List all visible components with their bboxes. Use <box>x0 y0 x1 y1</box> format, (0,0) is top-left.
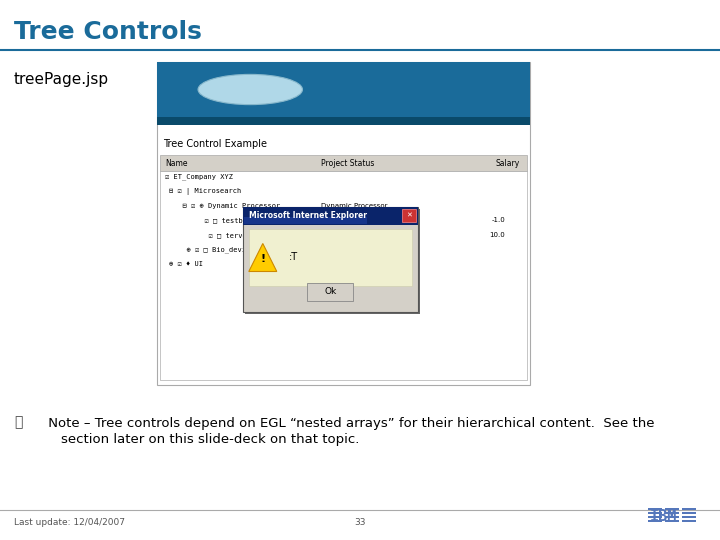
Bar <box>682 508 696 510</box>
FancyBboxPatch shape <box>307 283 354 301</box>
Bar <box>243 207 418 312</box>
Text: 33: 33 <box>354 518 366 527</box>
Bar <box>648 511 662 514</box>
Text: ⊕ ☑ □ Bio_devices: ⊕ ☑ □ Bio_devices <box>178 246 258 253</box>
Text: section later on this slide-deck on that topic.: section later on this slide-deck on that… <box>44 433 359 446</box>
Bar <box>160 155 527 171</box>
Bar <box>249 229 412 286</box>
Text: ☑ ET_Company XYZ: ☑ ET_Company XYZ <box>165 174 233 180</box>
Text: 10.0: 10.0 <box>490 232 505 238</box>
Text: Tree Control Example: Tree Control Example <box>163 139 267 149</box>
Text: Ok: Ok <box>324 287 336 296</box>
Text: ⊟ ☑ | Microsearch: ⊟ ☑ | Microsearch <box>169 188 241 195</box>
Bar <box>157 117 530 125</box>
Text: 👓: 👓 <box>14 415 22 429</box>
Bar <box>665 511 679 514</box>
Text: ☑ □ terveb1: ☑ □ terveb1 <box>183 232 256 238</box>
Ellipse shape <box>198 75 302 105</box>
Text: ⊟ ☑ ⊕ Dynamic Processor: ⊟ ☑ ⊕ Dynamic Processor <box>174 203 280 209</box>
Text: Note – Tree controls depend on EGL “nested arrays” for their hierarchical conten: Note – Tree controls depend on EGL “nest… <box>44 417 654 430</box>
Bar <box>665 508 679 510</box>
Text: :T: :T <box>289 253 298 262</box>
Text: Dynamic Processor: Dynamic Processor <box>321 203 387 209</box>
Bar <box>245 209 420 314</box>
Bar <box>648 508 662 510</box>
Text: Tree Controls: Tree Controls <box>14 20 202 44</box>
Text: IBM: IBM <box>650 509 678 524</box>
Text: Project Status: Project Status <box>321 159 374 167</box>
Text: ☑ □ testbe: ☑ □ testbe <box>179 218 247 224</box>
Polygon shape <box>249 244 276 272</box>
Text: -1.0: -1.0 <box>491 218 505 224</box>
Bar <box>648 516 662 518</box>
Text: Name: Name <box>165 159 187 167</box>
Bar <box>402 209 416 222</box>
Bar <box>682 511 696 514</box>
Bar <box>682 516 696 518</box>
Bar <box>243 207 418 225</box>
Text: !: ! <box>260 254 266 265</box>
Text: Salary: Salary <box>495 159 519 167</box>
Bar <box>665 519 679 522</box>
Text: treePage.jsp: treePage.jsp <box>14 72 109 87</box>
Bar <box>648 519 662 522</box>
Bar <box>157 62 530 117</box>
Bar <box>160 171 527 380</box>
Bar <box>157 62 530 385</box>
Bar <box>244 217 366 224</box>
Text: Microsoft Internet Explorer: Microsoft Internet Explorer <box>249 212 366 220</box>
Bar <box>682 519 696 522</box>
Bar <box>665 516 679 518</box>
Text: ✕: ✕ <box>406 213 412 219</box>
Text: ⊕ ☑ ♦ UI: ⊕ ☑ ♦ UI <box>169 261 203 267</box>
Text: Bio Devices: Bio Devices <box>321 246 361 253</box>
Text: Last update: 12/04/2007: Last update: 12/04/2007 <box>14 518 125 527</box>
